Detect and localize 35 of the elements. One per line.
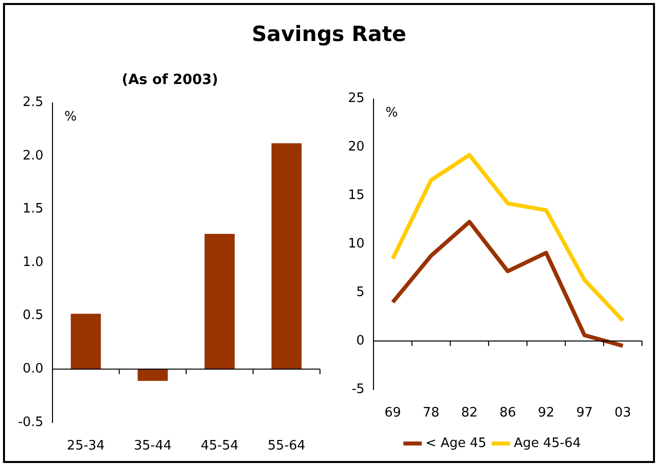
y-tick-label: 20 [348, 140, 365, 155]
y-tick-label: -5 [352, 382, 365, 397]
x-tick-label: 35-44 [134, 438, 172, 454]
bar [138, 369, 168, 381]
x-tick-label: 03 [614, 406, 632, 421]
y-tick-label: -0.5 [18, 414, 44, 430]
chart-title: Savings Rate [250, 22, 408, 46]
x-tick-label: 25-34 [66, 438, 105, 454]
bar [70, 314, 101, 370]
y-tick-label: 25 [348, 91, 365, 106]
y-tick-label: 0 [356, 333, 365, 348]
y-tick-label: 5 [356, 284, 365, 300]
y-axis-title: % [64, 110, 77, 125]
y-tick-label: 0.0 [22, 362, 44, 377]
legend-label: < Age 45 [426, 436, 486, 451]
legend-label: Age 45-64 [514, 436, 581, 451]
x-tick-label: 69 [384, 406, 401, 421]
y-tick-label: 1.5 [22, 202, 44, 217]
chart-subtitle: (As of 2003) [120, 72, 220, 88]
x-tick-label: 82 [461, 406, 478, 421]
y-tick-label: 1.0 [22, 254, 44, 270]
y-tick-label: 10 [348, 236, 365, 252]
x-tick-label: 55-64 [268, 438, 306, 454]
y-tick-label: 2.0 [22, 148, 44, 164]
bar [204, 234, 235, 370]
y-axis-title: % [386, 106, 398, 121]
bar [271, 143, 302, 370]
y-tick-label: 15 [348, 188, 365, 204]
y-tick-label: 2.5 [22, 95, 44, 110]
x-tick-label: 92 [538, 406, 554, 421]
x-tick-label: 45-54 [200, 438, 239, 454]
x-tick-label: 97 [576, 406, 593, 421]
x-tick-label: 78 [422, 406, 440, 421]
y-tick-label: 0.5 [22, 308, 44, 324]
x-tick-label: 86 [500, 406, 516, 421]
